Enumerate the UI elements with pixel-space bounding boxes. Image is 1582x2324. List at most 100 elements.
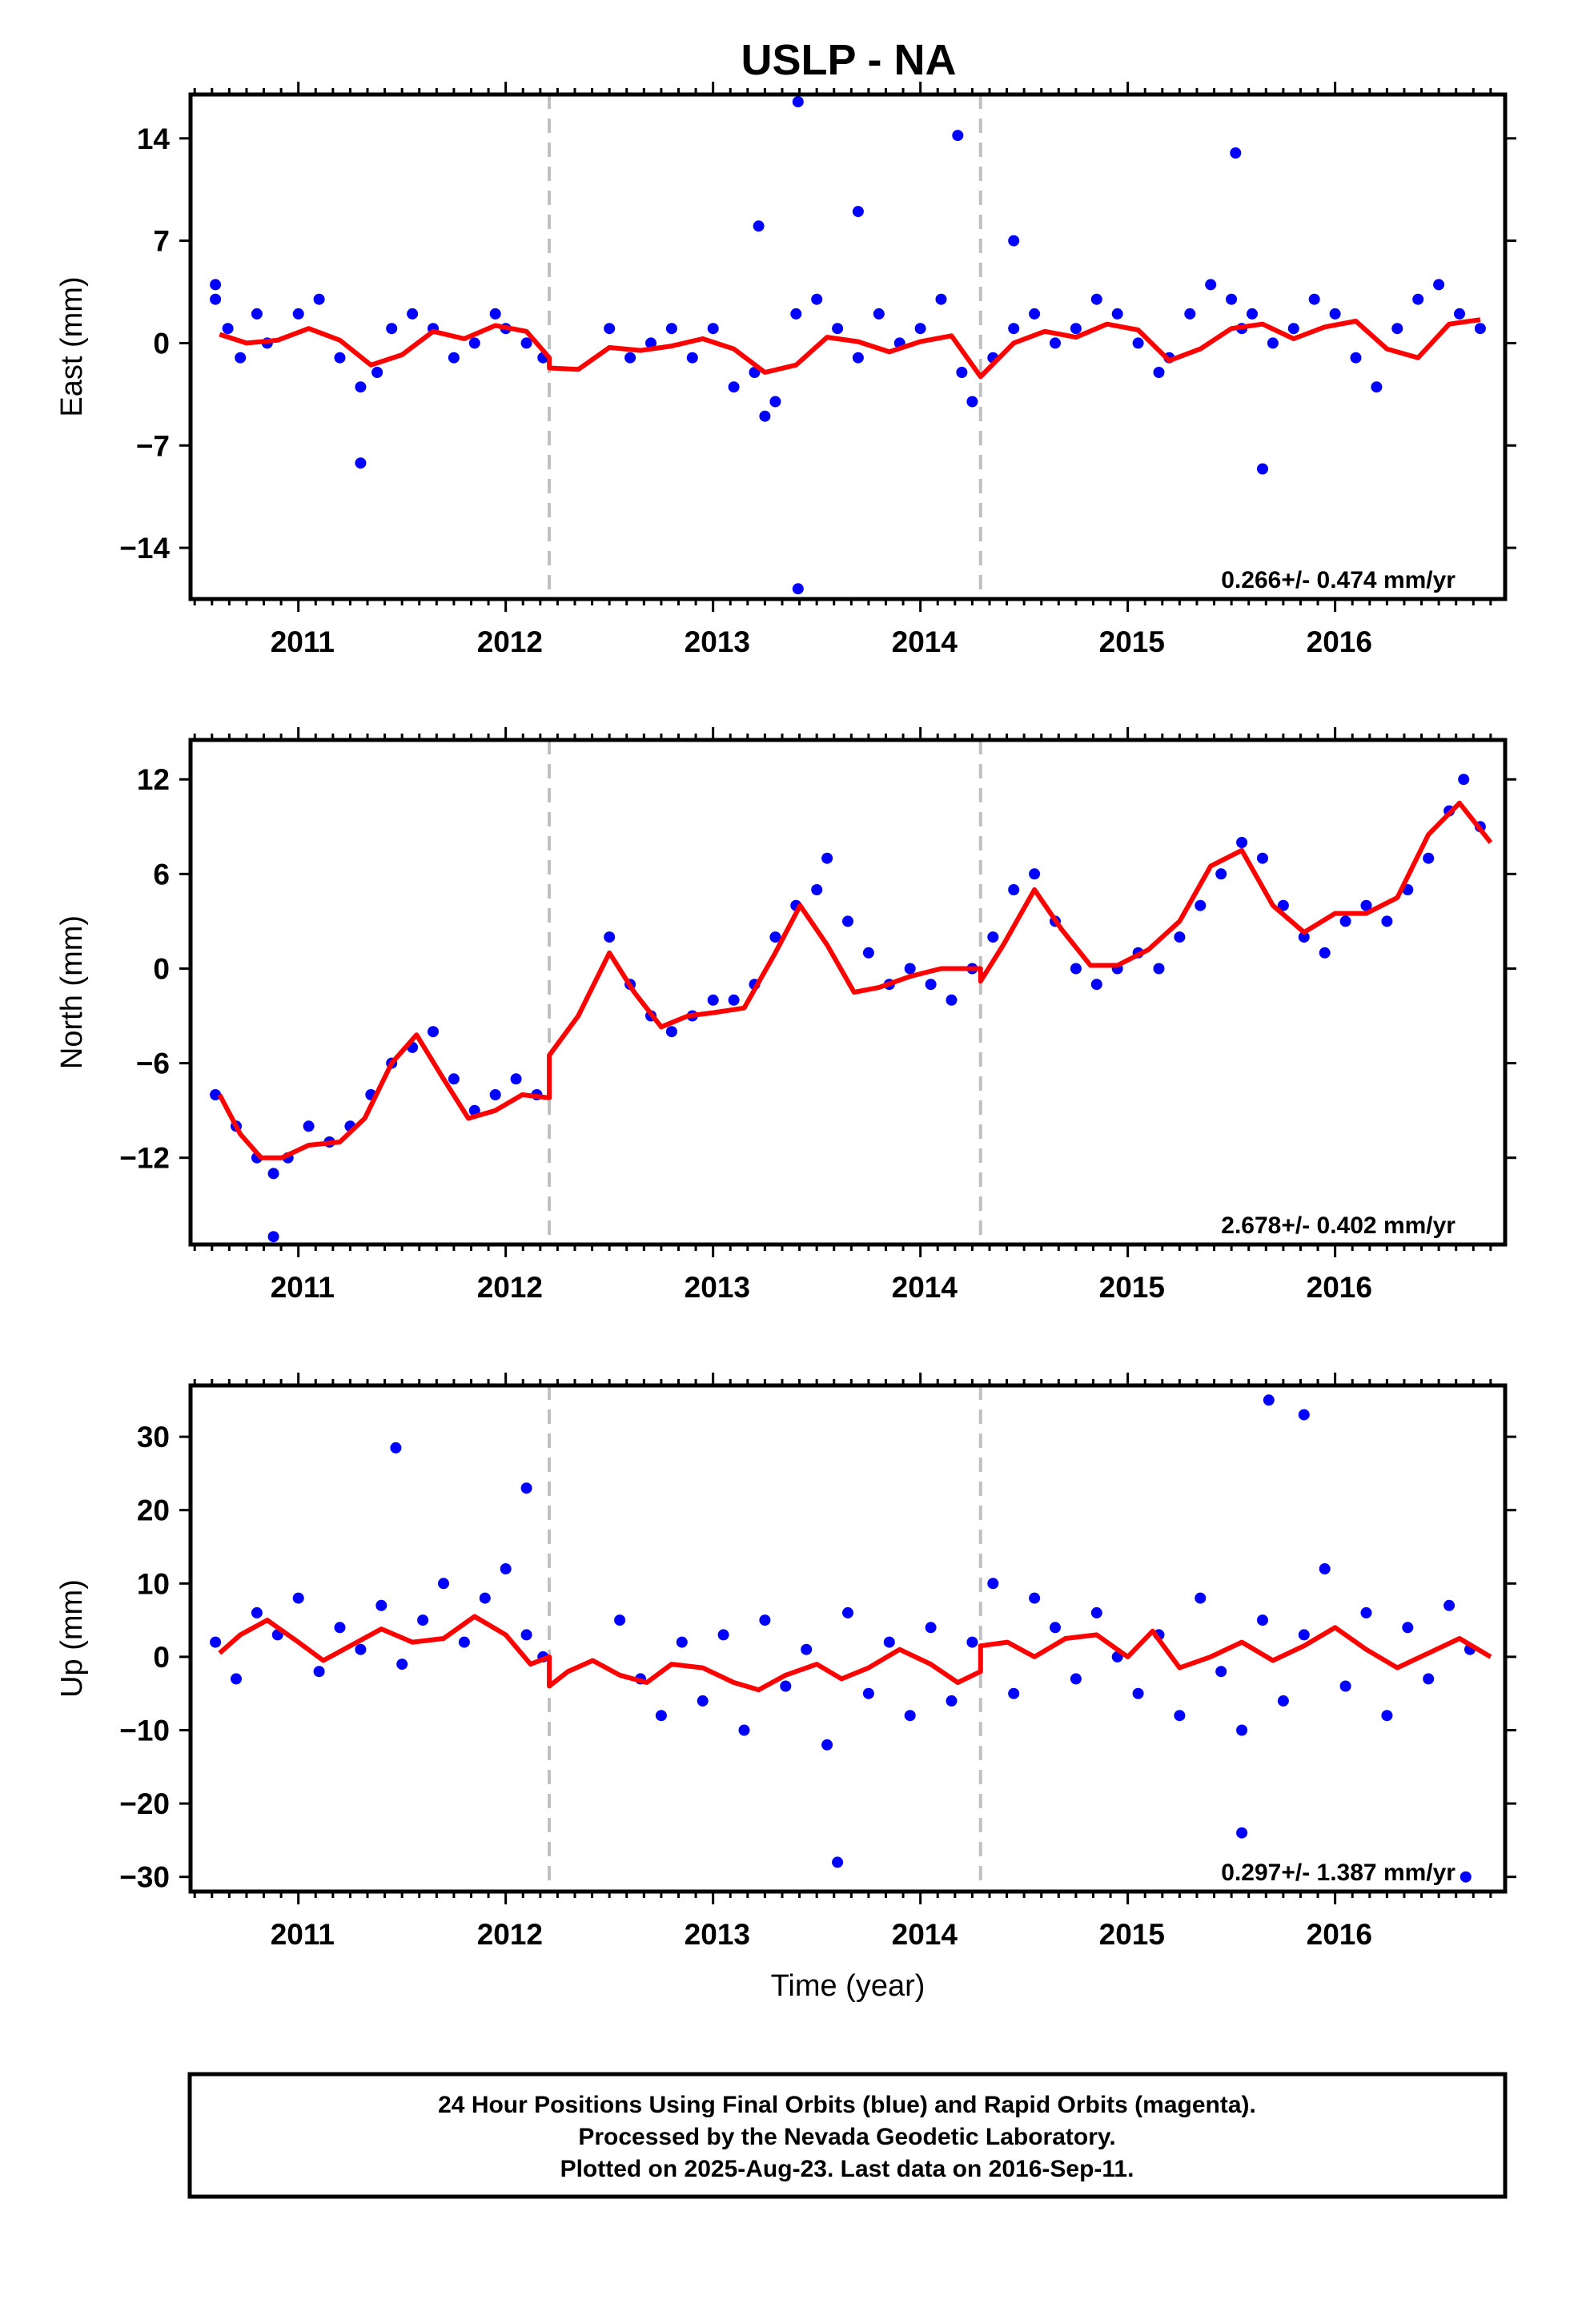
- x-tick-label: 2014: [892, 1271, 958, 1304]
- data-point: [956, 367, 968, 378]
- y-tick-label: 20: [137, 1494, 170, 1527]
- data-point: [313, 293, 325, 305]
- y-tick-label: −20: [119, 1787, 170, 1820]
- data-point: [707, 994, 719, 1006]
- data-point: [1474, 323, 1486, 335]
- data-point: [1391, 323, 1403, 335]
- data-point: [210, 293, 222, 305]
- data-point: [862, 947, 874, 959]
- data-point: [1267, 337, 1279, 349]
- data-point: [811, 884, 823, 895]
- x-tick-label: 2013: [685, 1918, 750, 1951]
- panel-north: 12 6 0 −6 −12 2011 2012 2013 2014 2015 2016 North (…: [55, 727, 1516, 1304]
- data-point: [251, 1606, 263, 1618]
- data-point: [1050, 1622, 1061, 1634]
- data-point: [1371, 381, 1383, 393]
- data-point: [251, 308, 263, 320]
- panel-east: 14 7 0 −7 −14 2011 2012 2013 2014 2015 2016 East (m…: [55, 82, 1516, 658]
- data-point: [987, 931, 999, 943]
- y-tick-label: 6: [153, 858, 170, 891]
- data-point: [676, 1636, 688, 1648]
- data-point: [1319, 947, 1331, 959]
- data-point: [355, 381, 367, 393]
- data-point: [852, 206, 864, 218]
- y-tick-label: −30: [119, 1861, 170, 1894]
- data-point: [396, 1659, 408, 1671]
- data-point: [1263, 1394, 1275, 1406]
- data-point: [780, 1680, 792, 1692]
- data-point: [510, 1073, 522, 1085]
- data-point: [1277, 899, 1289, 911]
- data-point: [1132, 337, 1144, 349]
- data-point: [1460, 1871, 1472, 1883]
- data-point: [520, 337, 532, 349]
- x-tick-label: 2016: [1307, 625, 1372, 658]
- x-tick-label: 2016: [1307, 1918, 1372, 1951]
- data-point: [935, 293, 947, 305]
- data-point: [520, 1629, 532, 1641]
- data-point: [811, 293, 823, 305]
- x-tick-label: 2016: [1307, 1271, 1372, 1304]
- data-point: [1360, 899, 1372, 911]
- data-point: [1350, 352, 1362, 364]
- data-point: [1215, 868, 1227, 880]
- data-point: [1070, 323, 1082, 335]
- y-axis-label: Up (mm): [55, 1579, 89, 1698]
- y-tick-label: −6: [136, 1047, 170, 1080]
- data-point: [914, 323, 926, 335]
- plot-frame: [188, 1383, 1508, 1894]
- data-point: [1329, 308, 1341, 320]
- data-point: [1298, 1409, 1310, 1421]
- data-point: [862, 1687, 874, 1699]
- data-point: [210, 1636, 222, 1648]
- data-point: [665, 1026, 677, 1038]
- data-point: [1257, 1614, 1268, 1626]
- data-point: [1029, 868, 1041, 880]
- data-point: [925, 979, 937, 991]
- x-tick-label: 2012: [477, 625, 543, 658]
- data-point: [966, 396, 978, 408]
- data-point: [1423, 1673, 1435, 1685]
- data-point: [769, 396, 781, 408]
- data-point: [759, 1614, 771, 1626]
- data-point: [1205, 279, 1217, 291]
- data-point: [458, 1636, 470, 1648]
- data-point: [390, 1441, 402, 1454]
- y-axis-label: North (mm): [55, 915, 89, 1069]
- data-point: [210, 279, 222, 291]
- data-point: [966, 1636, 978, 1648]
- data-point: [1070, 1673, 1082, 1685]
- data-point: [1433, 279, 1445, 291]
- data-point: [1298, 1629, 1310, 1641]
- data-point: [1111, 308, 1123, 320]
- plot-frame: [188, 738, 1508, 1247]
- data-point: [1090, 979, 1102, 991]
- data-point: [1381, 1710, 1393, 1722]
- y-tick-label: 0: [153, 327, 170, 360]
- data-point: [1090, 1606, 1102, 1618]
- data-point: [334, 352, 346, 364]
- plot-frame: [188, 92, 1508, 601]
- data-point: [489, 1089, 501, 1100]
- data-point: [235, 352, 247, 364]
- model-fit-line: [217, 800, 1493, 1160]
- data-point: [946, 994, 958, 1006]
- data-point: [904, 963, 916, 975]
- x-tick-label: 2015: [1099, 1271, 1165, 1304]
- y-tick-label: −10: [119, 1714, 170, 1747]
- footer-line-3: Plotted on 2025-Aug-23. Last data on 201…: [560, 2156, 1134, 2182]
- data-point: [697, 1695, 709, 1707]
- data-point: [1287, 323, 1299, 335]
- data-point: [1319, 1563, 1331, 1574]
- model-fit-line: [218, 1614, 1492, 1693]
- data-point: [1423, 852, 1435, 864]
- footer-line-1: 24 Hour Positions Using Final Orbits (bl…: [438, 2092, 1256, 2118]
- data-point: [842, 1606, 853, 1618]
- data-point: [801, 1643, 813, 1655]
- x-tick-label: 2013: [685, 1271, 750, 1304]
- data-point: [1247, 308, 1258, 320]
- data-point: [604, 931, 616, 943]
- data-point: [1070, 963, 1082, 975]
